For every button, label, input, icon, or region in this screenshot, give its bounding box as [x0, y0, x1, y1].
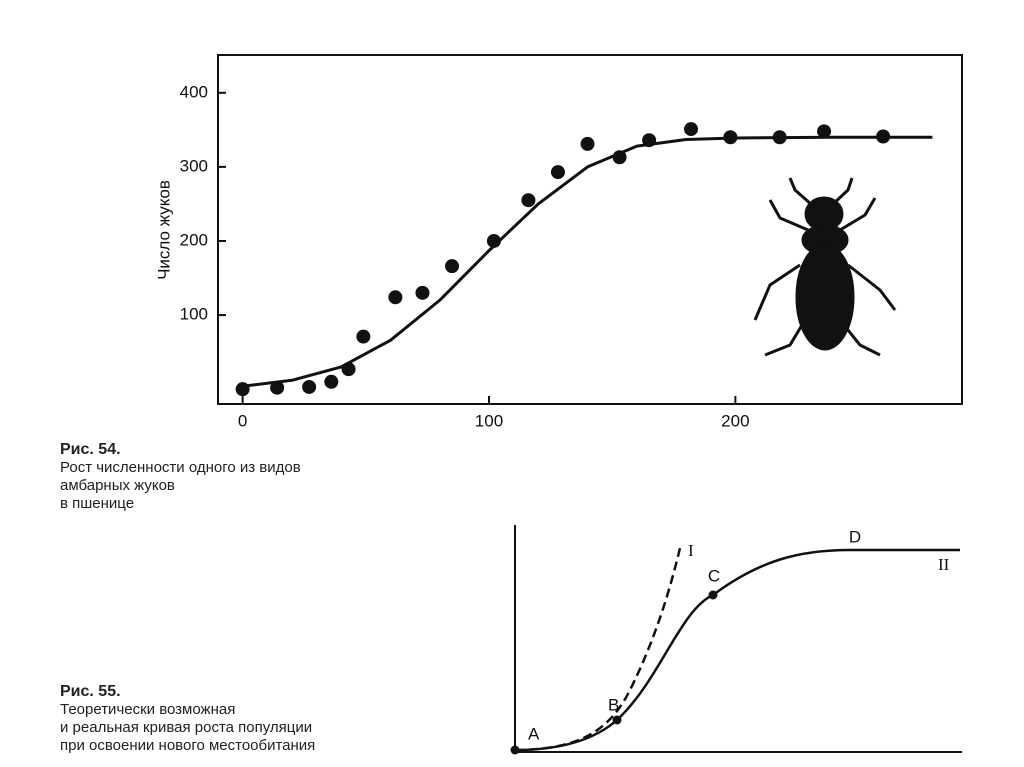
y-tick-label: 200 [180, 230, 208, 249]
data-point [356, 329, 371, 344]
y-tick-label: 100 [180, 305, 208, 324]
plot-frame [217, 54, 963, 405]
y-axis-label: Число жуков [154, 180, 173, 280]
caption-line: Теоретически возможная [60, 701, 236, 718]
data-point [415, 285, 430, 300]
x-tick-label: 0 [238, 411, 247, 430]
caption-line: Рост численности одного из видов [60, 459, 301, 476]
figure-label: Рис. 54. [60, 441, 121, 458]
fitted-curve [242, 135, 933, 388]
caption-line: при освоении нового местообитания [60, 737, 316, 754]
data-point [302, 379, 317, 394]
data-point [684, 122, 699, 137]
caption-55: Рис. 55. Теоретически возможная и реальн… [60, 683, 315, 755]
caption-line: амбарных жуков [60, 477, 175, 494]
point-label: D [849, 527, 861, 546]
point-label: C [708, 566, 720, 585]
growth-diagram [510, 525, 962, 755]
data-point [388, 290, 403, 305]
data-point [580, 136, 595, 151]
point-label: A [528, 724, 540, 743]
data-point [817, 124, 832, 139]
curve-label: II [938, 555, 950, 574]
caption-54: Рис. 54. Рост численности одного из видо… [60, 441, 301, 513]
x-tick-label: 100 [475, 411, 503, 430]
point-c [708, 590, 718, 600]
caption-line: в пшенице [60, 495, 135, 512]
point-label: B [608, 695, 619, 714]
point-b [612, 715, 622, 725]
data-point [324, 374, 339, 389]
caption-line: и реальная кривая роста популяции [60, 719, 313, 736]
point-a [510, 745, 520, 755]
real-curve [514, 548, 960, 752]
x-tick-label: 200 [721, 411, 749, 430]
y-tick-label: 300 [180, 156, 208, 175]
theoretical-curve [514, 547, 682, 752]
data-point [521, 193, 536, 208]
beetle-illustration [753, 177, 897, 357]
figure-label: Рис. 55. [60, 683, 121, 700]
data-point [550, 165, 565, 180]
data-point [270, 380, 285, 395]
data-point [445, 259, 460, 274]
y-tick-label: 400 [180, 82, 208, 101]
curve-label: I [688, 541, 694, 560]
